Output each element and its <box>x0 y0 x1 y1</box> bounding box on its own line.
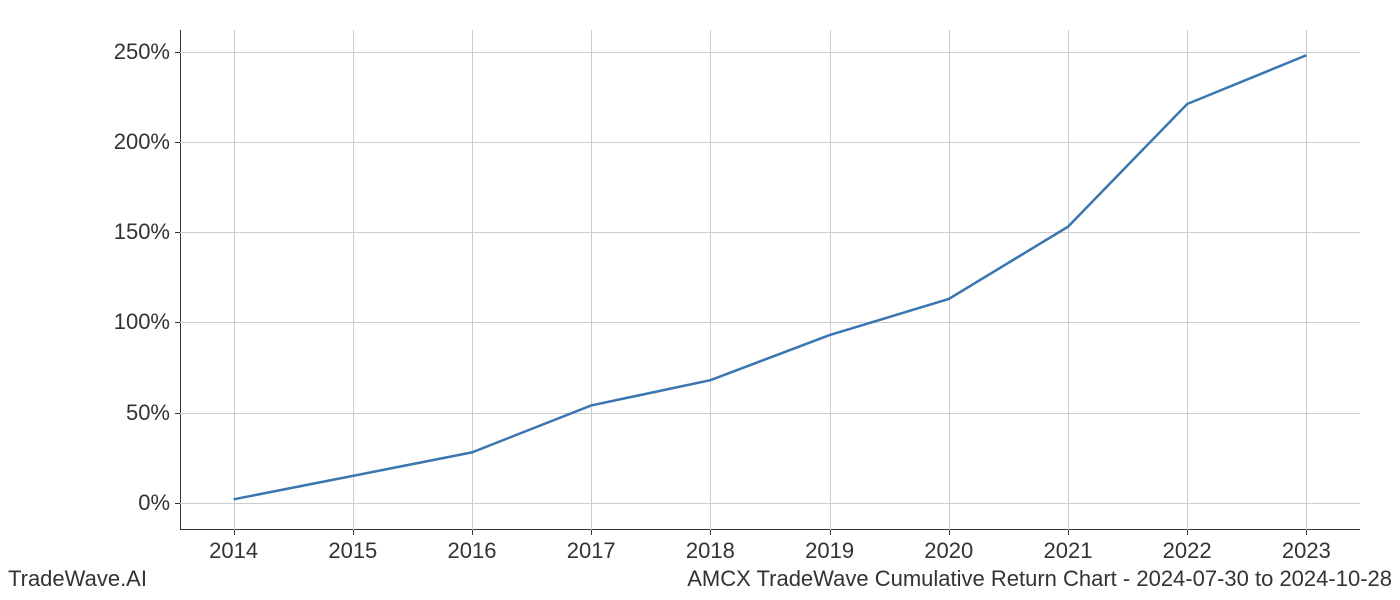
y-tick-label: 200% <box>114 129 170 155</box>
y-tick-mark <box>175 142 180 143</box>
x-tick-label: 2018 <box>686 538 735 564</box>
y-tick-mark <box>175 232 180 233</box>
y-tick-mark <box>175 322 180 323</box>
x-tick-mark <box>234 530 235 535</box>
x-tick-label: 2015 <box>328 538 377 564</box>
x-tick-mark <box>830 530 831 535</box>
y-tick-mark <box>175 52 180 53</box>
x-tick-label: 2022 <box>1163 538 1212 564</box>
y-tick-label: 150% <box>114 219 170 245</box>
x-tick-mark <box>949 530 950 535</box>
y-tick-label: 50% <box>126 400 170 426</box>
x-tick-label: 2019 <box>805 538 854 564</box>
x-tick-mark <box>1187 530 1188 535</box>
y-tick-mark <box>175 413 180 414</box>
y-tick-label: 0% <box>138 490 170 516</box>
x-tick-label: 2021 <box>1043 538 1092 564</box>
x-tick-label: 2023 <box>1282 538 1331 564</box>
y-tick-mark <box>175 503 180 504</box>
footer-right-text: AMCX TradeWave Cumulative Return Chart -… <box>687 566 1392 592</box>
x-tick-mark <box>591 530 592 535</box>
x-tick-mark <box>353 530 354 535</box>
x-tick-mark <box>710 530 711 535</box>
y-tick-label: 250% <box>114 39 170 65</box>
x-tick-mark <box>1068 530 1069 535</box>
x-tick-label: 2016 <box>448 538 497 564</box>
y-tick-label: 100% <box>114 309 170 335</box>
footer-left-text: TradeWave.AI <box>8 566 147 592</box>
x-tick-mark <box>472 530 473 535</box>
line-series <box>180 30 1360 530</box>
x-tick-label: 2014 <box>209 538 258 564</box>
x-tick-label: 2017 <box>567 538 616 564</box>
chart-plot-area <box>180 30 1360 530</box>
x-tick-mark <box>1306 530 1307 535</box>
x-tick-label: 2020 <box>924 538 973 564</box>
